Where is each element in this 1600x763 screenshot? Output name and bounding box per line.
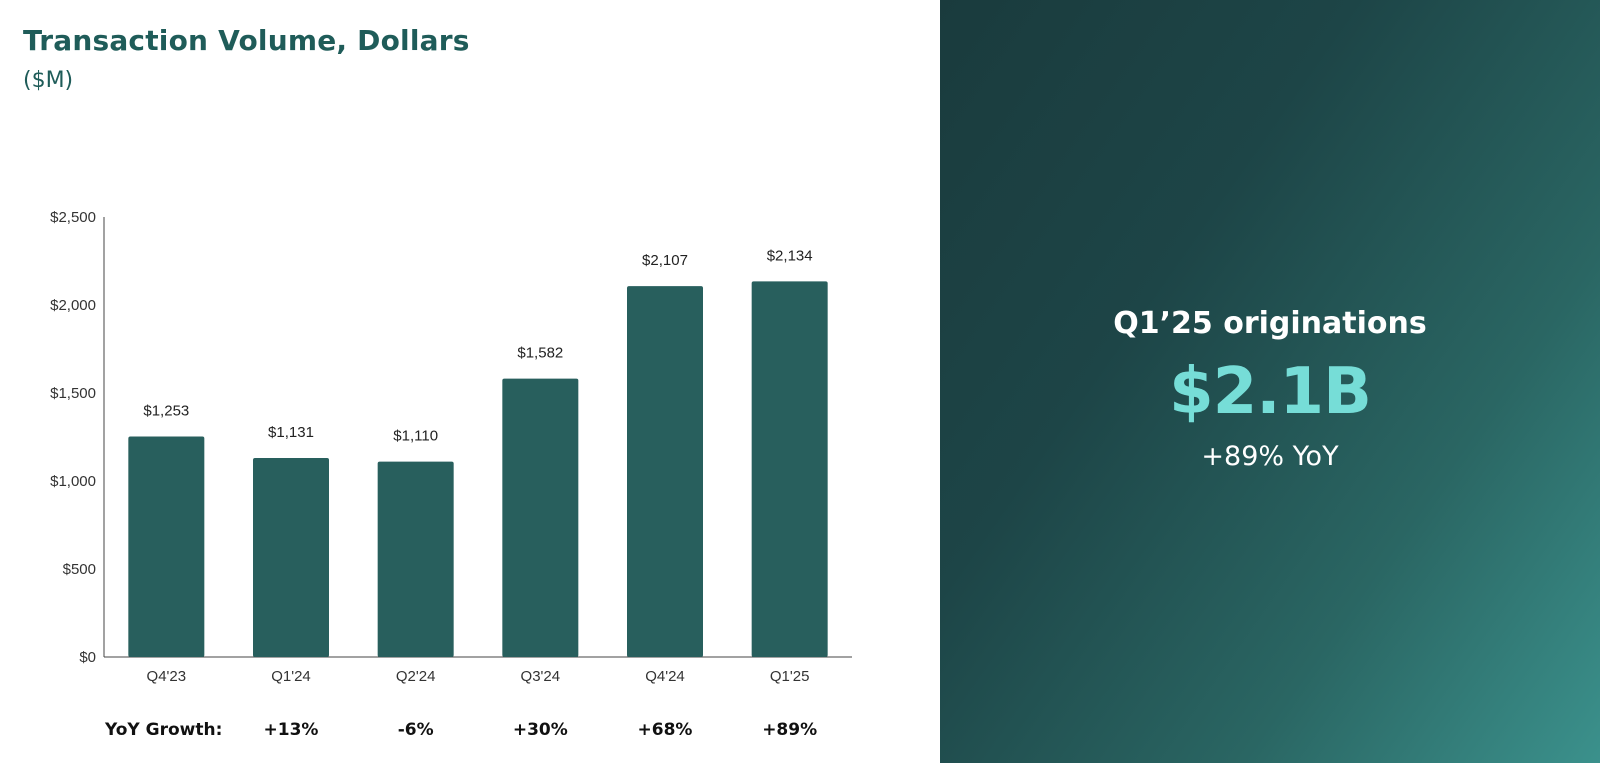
growth-value: +68% <box>638 720 693 740</box>
growth-value: -6% <box>398 720 434 740</box>
bar-chart: $0 $500 $1,000 $1,500 $2,000 $2,500 $1,253 Q4'2… <box>50 209 852 740</box>
chart-title: Transaction Volume, Dollars <box>23 24 470 57</box>
bar <box>627 286 703 657</box>
bar <box>502 378 579 657</box>
growth-value: +13% <box>264 720 319 740</box>
growth-value: +30% <box>513 720 568 740</box>
data-label: $2,107 <box>642 252 688 269</box>
y-tick-label: $2,000 <box>50 297 96 314</box>
kpi-value: $2.1B <box>1169 355 1372 429</box>
bar <box>253 457 329 657</box>
x-tick-label: Q2'24 <box>396 668 436 685</box>
data-label: $1,253 <box>143 402 189 419</box>
x-tick-label: Q4'24 <box>645 668 685 685</box>
data-label: $1,582 <box>517 345 563 362</box>
x-tick-label: Q3'24 <box>521 668 561 685</box>
x-tick-label: Q1'25 <box>770 668 810 685</box>
data-label: $2,134 <box>767 247 813 264</box>
x-tick-label: Q1'24 <box>271 668 311 685</box>
chart-subtitle: ($M) <box>23 68 74 93</box>
bar <box>751 281 828 657</box>
y-tick-label: $1,500 <box>50 385 96 402</box>
y-tick-label: $1,000 <box>50 473 96 490</box>
growth-value: +89% <box>762 720 817 740</box>
data-label: $1,110 <box>393 428 438 445</box>
y-tick-label: $2,500 <box>50 209 96 226</box>
y-tick-label: $0 <box>79 649 96 666</box>
growth-row-label: YoY Growth: <box>104 720 222 740</box>
data-label: $1,131 <box>268 424 314 441</box>
highlight-panel: Q1’25 originations $2.1B +89% YoY <box>940 0 1600 763</box>
y-tick-label: $500 <box>63 561 96 578</box>
chart-panel: Transaction Volume, Dollars ($M) $0 $500 $… <box>23 24 852 740</box>
x-tick-label: Q4'23 <box>147 668 187 685</box>
kpi-growth: +89% YoY <box>1201 441 1339 472</box>
kpi-label: Q1’25 originations <box>1113 306 1427 341</box>
bar <box>128 436 205 657</box>
bar <box>377 461 454 657</box>
